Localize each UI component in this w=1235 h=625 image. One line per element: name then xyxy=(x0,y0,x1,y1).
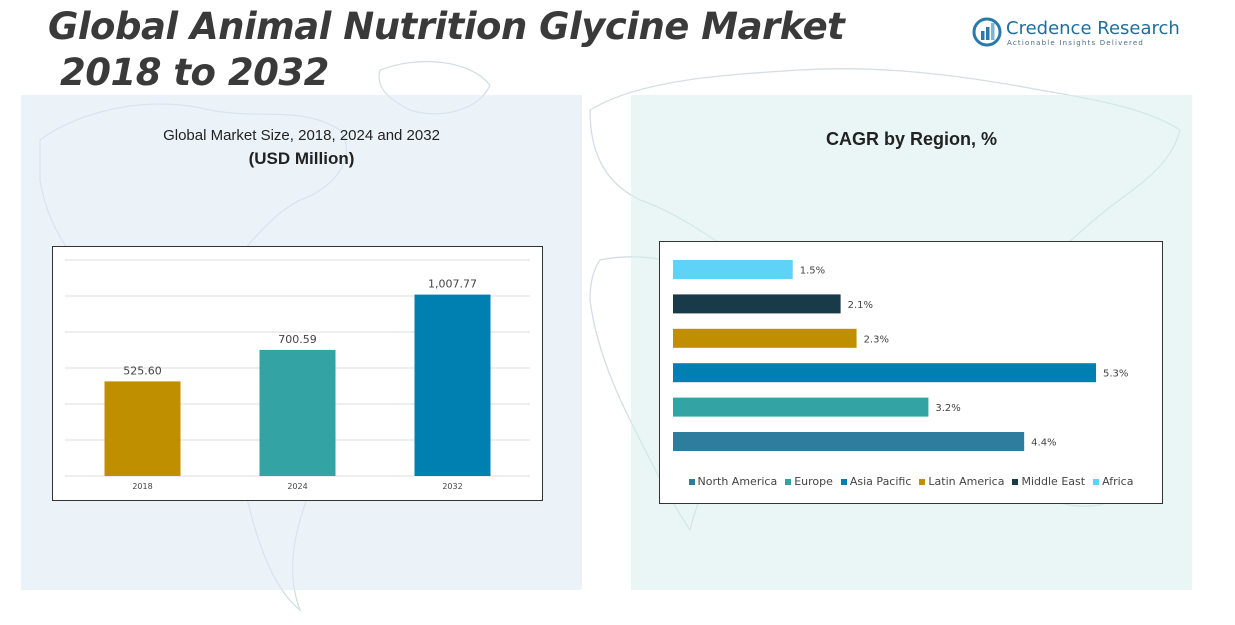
legend-label-north-america: North America xyxy=(697,475,778,488)
cagr-value-label-asia-pacific: 5.3% xyxy=(1103,369,1128,380)
legend-swatch-middle-east xyxy=(1012,478,1019,485)
legend-swatch-north-america xyxy=(688,478,695,485)
cagr-value-label-north-america: 4.4% xyxy=(1031,438,1056,449)
bar-2024 xyxy=(259,349,336,476)
legend-item-africa: Africa xyxy=(1093,475,1133,488)
x-tick-label-2024: 2024 xyxy=(287,482,307,491)
market-size-panel: Global Market Size, 2018, 2024 and 2032 … xyxy=(21,95,582,590)
market-size-bar-chart: 525.60 2018 700.59 2024 1,007.77 2032 xyxy=(65,259,530,491)
cagr-value-label-africa: 1.5% xyxy=(800,266,825,277)
cagr-value-label-europe: 3.2% xyxy=(935,403,960,414)
legend-label-africa: Africa xyxy=(1102,475,1134,488)
cagr-bar-north-america xyxy=(673,432,1025,451)
bar-2018 xyxy=(104,381,181,476)
cagr-bar-europe xyxy=(673,397,929,417)
legend-swatch-asia-pacific xyxy=(840,478,847,485)
x-tick-label-2018: 2018 xyxy=(132,482,152,491)
bar-2032 xyxy=(414,294,491,476)
bar-value-label-2024: 700.59 xyxy=(278,333,317,346)
legend-swatch-europe xyxy=(785,478,792,485)
legend-item-latin-america: Latin America xyxy=(919,475,1004,488)
cagr-bar-chart: 1.5% 2.1% 2.3% 5.3% 3.2% 4.4% xyxy=(673,260,1128,451)
cagr-value-label-latin-america: 2.3% xyxy=(864,334,889,345)
cagr-bar-middle-east xyxy=(673,294,841,314)
market-size-chart-title: Global Market Size, 2018, 2024 and 2032 xyxy=(163,127,440,144)
legend-label-asia-pacific: Asia Pacific xyxy=(849,475,912,488)
legend-swatch-africa xyxy=(1093,478,1100,485)
cagr-bar-africa xyxy=(673,260,793,279)
x-tick-label-2032: 2032 xyxy=(442,482,462,491)
legend-label-europe: Europe xyxy=(794,475,833,488)
legend-label-latin-america: Latin America xyxy=(928,475,1005,488)
cagr-legend: North America Europe Asia Pacific Latin Ame… xyxy=(660,475,1162,488)
credence-research-logo: Credence Research Actionable Insights De… xyxy=(972,16,1180,50)
cagr-chart-frame: 1.5% 2.1% 2.3% 5.3% 3.2% 4.4% North America Eu… xyxy=(659,241,1163,504)
market-size-chart-frame: 525.60 2018 700.59 2024 1,007.77 2032 xyxy=(52,246,543,501)
legend-item-middle-east: Middle East xyxy=(1012,475,1085,488)
cagr-value-label-middle-east: 2.1% xyxy=(848,300,873,311)
legend-swatch-latin-america xyxy=(919,478,926,485)
logo-tagline: Actionable Insights Delivered xyxy=(1007,39,1145,47)
logo-name: Credence Research xyxy=(1006,18,1180,39)
legend-item-north-america: North America xyxy=(688,475,778,488)
cagr-bar-asia-pacific xyxy=(673,363,1096,383)
legend-label-middle-east: Middle East xyxy=(1021,475,1086,488)
title-line-1: Global Animal Nutrition Glycine Market xyxy=(48,5,845,48)
cagr-bar-latin-america xyxy=(673,328,857,348)
bar-value-label-2032: 1,007.77 xyxy=(428,278,477,291)
legend-item-europe: Europe xyxy=(785,475,833,488)
bar-value-label-2018: 525.60 xyxy=(123,364,162,377)
market-size-chart-subtitle: (USD Million) xyxy=(248,149,355,168)
cagr-chart-title: CAGR by Region, % xyxy=(825,129,997,149)
logo-chart-icon xyxy=(972,17,1002,47)
legend-item-asia-pacific: Asia Pacific xyxy=(840,475,912,488)
title-line-2: 2018 to 2032 xyxy=(60,51,329,94)
cagr-panel: CAGR by Region, % 1.5% 2.1% 2.3% 5.3% 3.2% 4.… xyxy=(631,95,1192,590)
page-title: Global Animal Nutrition Glycine Market 2… xyxy=(48,4,845,96)
